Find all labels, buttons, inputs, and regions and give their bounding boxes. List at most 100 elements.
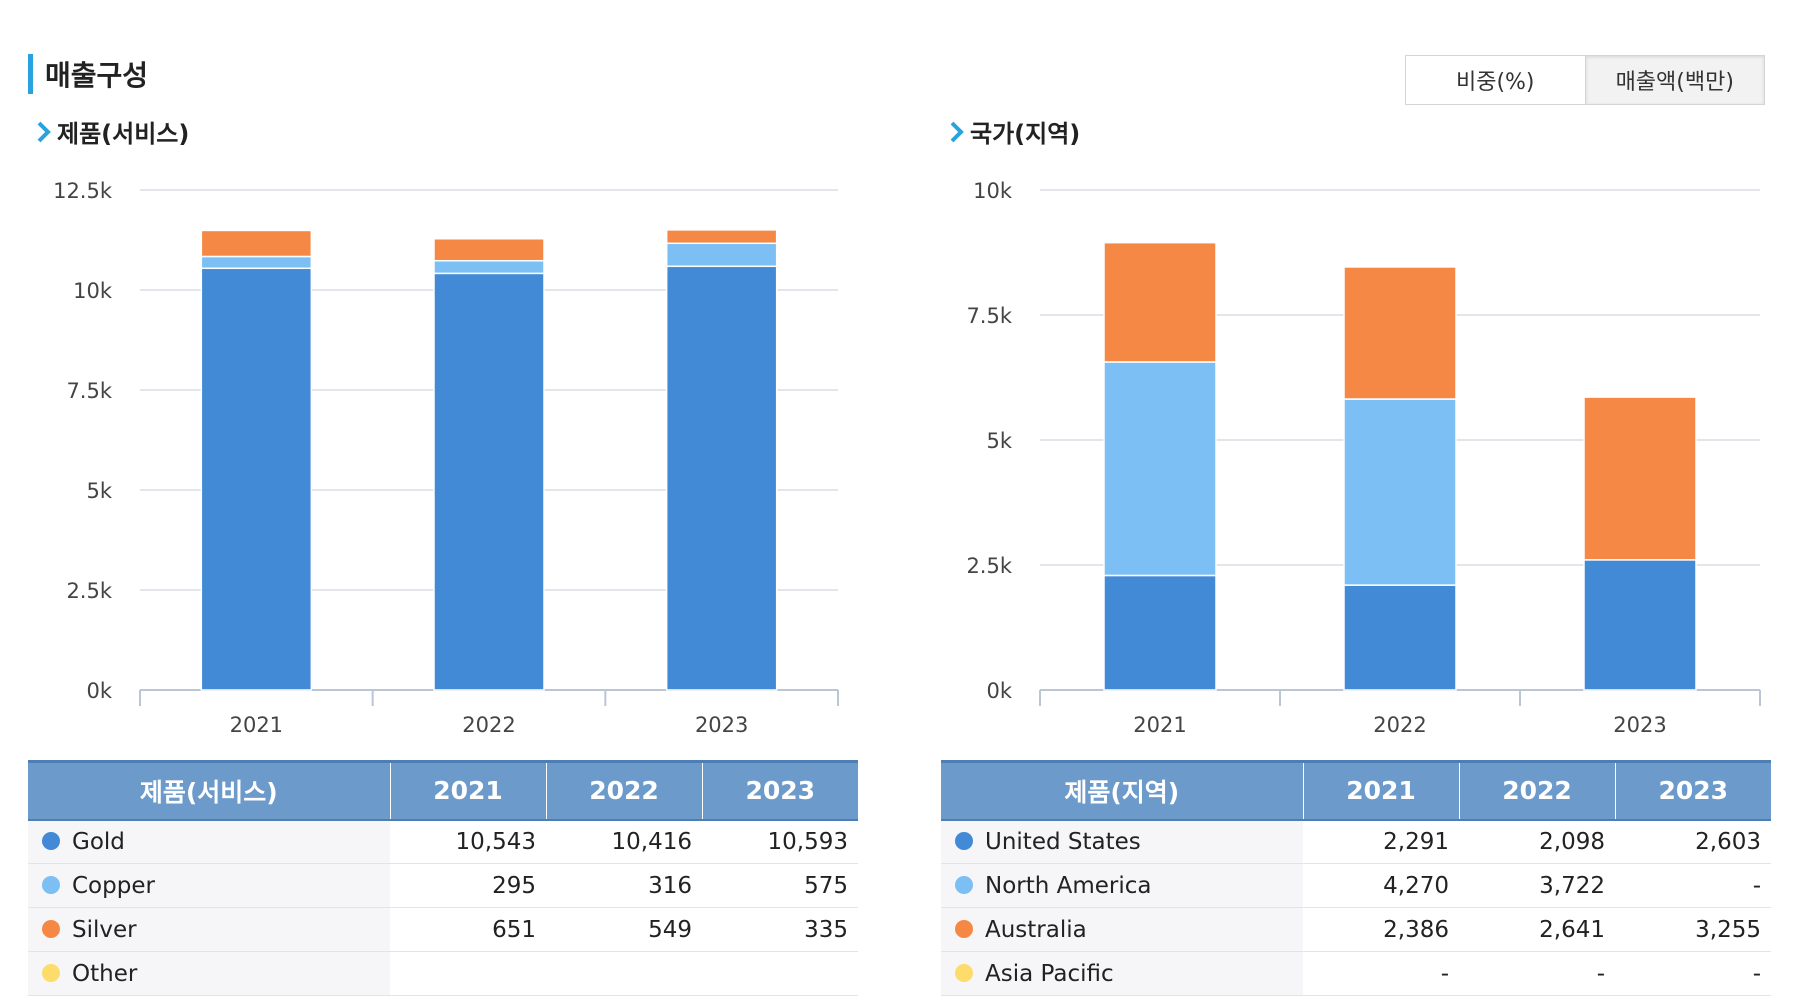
product-revenue-table: 제품(서비스) 2021 2022 2023 Gold 10,543 10,416 1… — [28, 760, 858, 996]
value-cell: 575 — [702, 863, 858, 908]
bar-segment-united-states[interactable] — [1103, 574, 1217, 691]
table-row: Australia 2,386 2,641 3,255 — [941, 907, 1771, 952]
value-cell: 2,291 — [1303, 819, 1459, 864]
bar-segment-gold[interactable] — [200, 267, 313, 691]
table-header-year: 2021 — [390, 760, 547, 821]
x-tick-label: 2021 — [230, 713, 283, 737]
y-tick-label: 10k — [973, 179, 1013, 203]
series-name: Other — [72, 960, 138, 987]
legend-dot-icon — [42, 919, 60, 938]
series-name: Australia — [985, 916, 1087, 943]
x-tick-label: 2022 — [462, 713, 515, 737]
bar-segment-north-america[interactable] — [1103, 361, 1217, 577]
series-name-cell: Australia — [941, 907, 1303, 952]
bar-segment-united-states[interactable] — [1343, 584, 1457, 691]
value-cell: 2,386 — [1303, 907, 1459, 952]
series-name-cell: United States — [941, 819, 1303, 864]
series-name: Silver — [72, 916, 137, 943]
series-name: Asia Pacific — [985, 960, 1114, 987]
chevron-right-icon — [37, 121, 51, 142]
product-chart-title-text: 제품(서비스) — [57, 120, 190, 148]
value-cell — [546, 951, 702, 996]
value-cell: 651 — [390, 907, 546, 952]
table-header-category: 제품(지역) — [941, 760, 1304, 821]
y-tick-label: 5k — [86, 479, 112, 503]
bar-segment-australia[interactable] — [1583, 396, 1697, 561]
table-header-row: 제품(서비스) 2021 2022 2023 — [28, 760, 858, 821]
value-cell: 335 — [702, 907, 858, 952]
product-revenue-chart: 0k 2.5k 5k 7.5k 10k 12.5k 2021 2022 2023 — [53, 179, 839, 737]
region-chart-title: 국가(지역) — [948, 114, 1080, 149]
legend-dot-icon — [42, 831, 60, 850]
y-tick-label: 7.5k — [966, 304, 1012, 328]
table-header-row: 제품(지역) 2021 2022 2023 — [941, 760, 1771, 821]
bar-segment-silver[interactable] — [200, 229, 313, 258]
table-header-category: 제품(서비스) — [28, 760, 391, 821]
series-name: North America — [985, 872, 1152, 899]
y-tick-label: 10k — [73, 279, 113, 303]
bar-segment-silver[interactable] — [665, 229, 778, 245]
bar-segment-silver[interactable] — [433, 238, 545, 262]
table-header-year: 2022 — [1459, 760, 1616, 821]
value-cell: - — [1303, 951, 1459, 996]
bar-segment-copper[interactable] — [665, 242, 778, 268]
value-cell: - — [1459, 951, 1615, 996]
table-row: North America 4,270 3,722- — [941, 863, 1771, 908]
value-cell — [702, 951, 858, 996]
y-tick-label: 2.5k — [966, 554, 1012, 578]
table-row: Copper 295 316 575 — [28, 863, 858, 908]
table-header-year: 2021 — [1303, 760, 1460, 821]
legend-dot-icon — [955, 963, 973, 982]
value-cell: 2,098 — [1459, 819, 1615, 864]
value-cell: - — [1615, 951, 1771, 996]
toggle-ratio-button[interactable]: 비중(%) — [1406, 56, 1585, 104]
value-cell: 2,603 — [1615, 819, 1771, 864]
value-cell: 10,543 — [390, 819, 546, 864]
series-name-cell: Other — [28, 951, 390, 996]
view-toggle[interactable]: 비중(%) 매출액(백만) — [1405, 55, 1765, 105]
section-title: 매출구성 — [28, 54, 148, 94]
bar-segment-australia[interactable] — [1343, 266, 1457, 400]
table-header-year: 2022 — [546, 760, 703, 821]
bar-segment-united-states[interactable] — [1583, 559, 1697, 691]
value-cell: 316 — [546, 863, 702, 908]
product-chart-title: 제품(서비스) — [35, 114, 189, 149]
region-chart-title-text: 국가(지역) — [970, 120, 1081, 148]
table-row: Silver 651 549 335 — [28, 907, 858, 952]
series-name: Copper — [72, 872, 155, 899]
value-cell — [390, 951, 546, 996]
series-name: United States — [985, 828, 1141, 855]
legend-dot-icon — [955, 919, 973, 938]
region-revenue-table: 제품(지역) 2021 2022 2023 United States 2,291… — [941, 760, 1771, 996]
region-revenue-chart: 0k 2.5k 5k 7.5k 10k 2021 2022 2023 — [966, 179, 1761, 737]
y-tick-label: 2.5k — [66, 579, 112, 603]
bar-segment-north-america[interactable] — [1343, 398, 1457, 586]
value-cell: 3,722 — [1459, 863, 1615, 908]
value-cell: 549 — [546, 907, 702, 952]
bar-segment-copper[interactable] — [433, 259, 545, 275]
bar-segment-gold[interactable] — [433, 272, 545, 691]
y-tick-label: 0k — [86, 679, 112, 703]
value-cell: 10,593 — [702, 819, 858, 864]
y-tick-label: 0k — [986, 679, 1012, 703]
x-tick-label: 2021 — [1133, 713, 1186, 737]
value-cell: 4,270 — [1303, 863, 1459, 908]
bar-segment-australia[interactable] — [1103, 241, 1217, 363]
value-cell: 3,255 — [1615, 907, 1771, 952]
table-row: United States 2,291 2,098 2,603 — [941, 819, 1771, 864]
chevron-right-icon — [950, 121, 964, 142]
y-tick-label: 12.5k — [53, 179, 113, 203]
legend-dot-icon — [955, 831, 973, 850]
value-cell: 10,416 — [546, 819, 702, 864]
series-name-cell: Gold — [28, 819, 390, 864]
bar-segment-gold[interactable] — [665, 265, 778, 691]
table-row: Asia Pacific - - - — [941, 951, 1771, 996]
value-cell: 295 — [390, 863, 546, 908]
series-name-cell: Asia Pacific — [941, 951, 1303, 996]
toggle-amount-button[interactable]: 매출액(백만) — [1584, 56, 1764, 104]
x-tick-label: 2023 — [695, 713, 748, 737]
legend-dot-icon — [42, 875, 60, 894]
bar-segment-copper[interactable] — [200, 255, 313, 270]
series-name-cell: North America — [941, 863, 1303, 908]
legend-dot-icon — [42, 963, 60, 982]
